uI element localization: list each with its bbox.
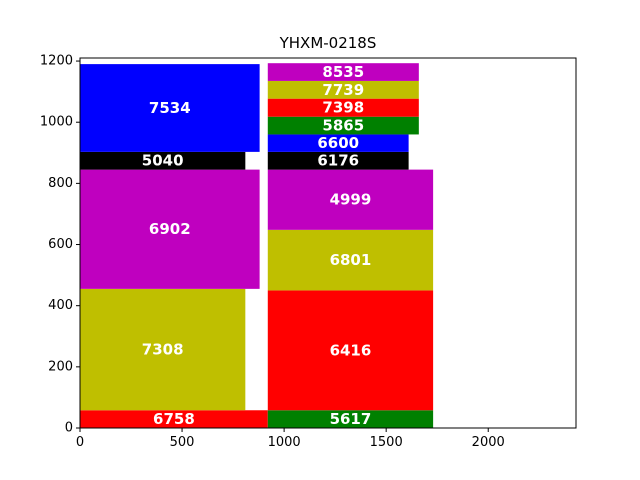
bar-7739 <box>267 80 419 99</box>
bar-label-6416: 6416 <box>330 341 372 359</box>
bar-label-6902: 6902 <box>149 220 191 238</box>
y-tick-label: 600 <box>48 237 73 252</box>
y-tick-label: 200 <box>48 359 73 374</box>
x-tick-label: 2000 <box>472 435 505 450</box>
y-tick-label: 0 <box>65 421 73 436</box>
bar-label-7534: 7534 <box>149 99 191 117</box>
bar-label-7308: 7308 <box>142 341 184 359</box>
bar-6176 <box>267 151 409 170</box>
bar-6600 <box>267 134 409 152</box>
x-tick-label: 1500 <box>370 435 403 450</box>
bar-7308 <box>80 288 246 411</box>
x-axis: 0 500 1000 1500 2000 <box>76 428 505 450</box>
y-tick-label: 1000 <box>40 115 73 130</box>
bar-6758 <box>80 410 268 428</box>
bar-8535 <box>267 63 419 81</box>
bar-label-5865: 5865 <box>322 117 364 135</box>
bar-5040 <box>80 151 246 170</box>
y-axis: 0 200 400 600 800 1000 1200 <box>40 54 80 436</box>
chart-title: YHXM-0218S <box>279 34 377 52</box>
bar-label-7739: 7739 <box>322 81 364 99</box>
bar-5865 <box>267 116 419 135</box>
y-tick-label: 400 <box>48 298 73 313</box>
bar-label-6600: 6600 <box>317 134 359 152</box>
bar-7534 <box>80 64 260 152</box>
bar-label-6801: 6801 <box>330 251 372 269</box>
bar-label-7398: 7398 <box>322 99 364 117</box>
bar-label-8535: 8535 <box>322 63 364 81</box>
x-tick-label: 0 <box>76 435 84 450</box>
bar-label-6758: 6758 <box>153 410 195 428</box>
bar-5617 <box>267 410 434 428</box>
y-tick-label: 1200 <box>40 54 73 69</box>
bar-label-4999: 4999 <box>330 191 372 209</box>
x-tick-label: 1000 <box>268 435 301 450</box>
bar-7398 <box>267 98 419 117</box>
bar-6416 <box>267 290 434 411</box>
bar-4999 <box>267 169 434 230</box>
bar-label-5040: 5040 <box>142 152 184 170</box>
bar-label-5617: 5617 <box>330 410 372 428</box>
plot-frame <box>79 57 577 429</box>
bar-6902 <box>80 169 260 289</box>
bar-label-6176: 6176 <box>317 152 359 170</box>
x-tick-label: 500 <box>170 435 195 450</box>
bar-6801 <box>267 229 434 291</box>
bars-layer: 6758 7308 6902 5040 7534 5617 6416 6801 4999 6176… <box>80 63 434 428</box>
y-tick-label: 800 <box>48 176 73 191</box>
